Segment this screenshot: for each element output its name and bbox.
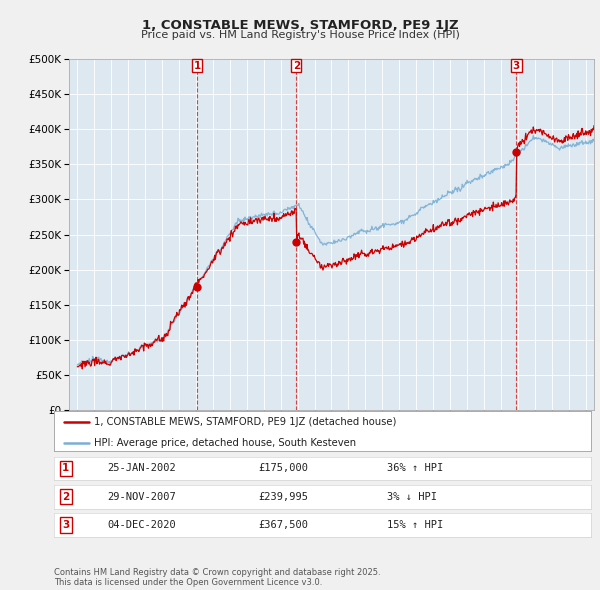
Text: £367,500: £367,500: [258, 520, 308, 530]
Text: 1: 1: [62, 464, 70, 473]
Text: 29-NOV-2007: 29-NOV-2007: [108, 492, 176, 502]
Text: 1, CONSTABLE MEWS, STAMFORD, PE9 1JZ (detached house): 1, CONSTABLE MEWS, STAMFORD, PE9 1JZ (de…: [94, 417, 397, 427]
Text: 3: 3: [513, 61, 520, 71]
Text: 36% ↑ HPI: 36% ↑ HPI: [387, 464, 443, 473]
Text: Price paid vs. HM Land Registry's House Price Index (HPI): Price paid vs. HM Land Registry's House …: [140, 30, 460, 40]
Text: Contains HM Land Registry data © Crown copyright and database right 2025.
This d: Contains HM Land Registry data © Crown c…: [54, 568, 380, 587]
Text: 25-JAN-2002: 25-JAN-2002: [108, 464, 176, 473]
Text: £175,000: £175,000: [258, 464, 308, 473]
Text: 1, CONSTABLE MEWS, STAMFORD, PE9 1JZ: 1, CONSTABLE MEWS, STAMFORD, PE9 1JZ: [142, 19, 458, 32]
Text: 15% ↑ HPI: 15% ↑ HPI: [387, 520, 443, 530]
Text: 2: 2: [293, 61, 300, 71]
Text: 1: 1: [194, 61, 201, 71]
Text: £239,995: £239,995: [258, 492, 308, 502]
Text: 3% ↓ HPI: 3% ↓ HPI: [387, 492, 437, 502]
Text: 2: 2: [62, 492, 70, 502]
Text: 04-DEC-2020: 04-DEC-2020: [108, 520, 176, 530]
Text: 3: 3: [62, 520, 70, 530]
Text: HPI: Average price, detached house, South Kesteven: HPI: Average price, detached house, Sout…: [94, 438, 356, 448]
